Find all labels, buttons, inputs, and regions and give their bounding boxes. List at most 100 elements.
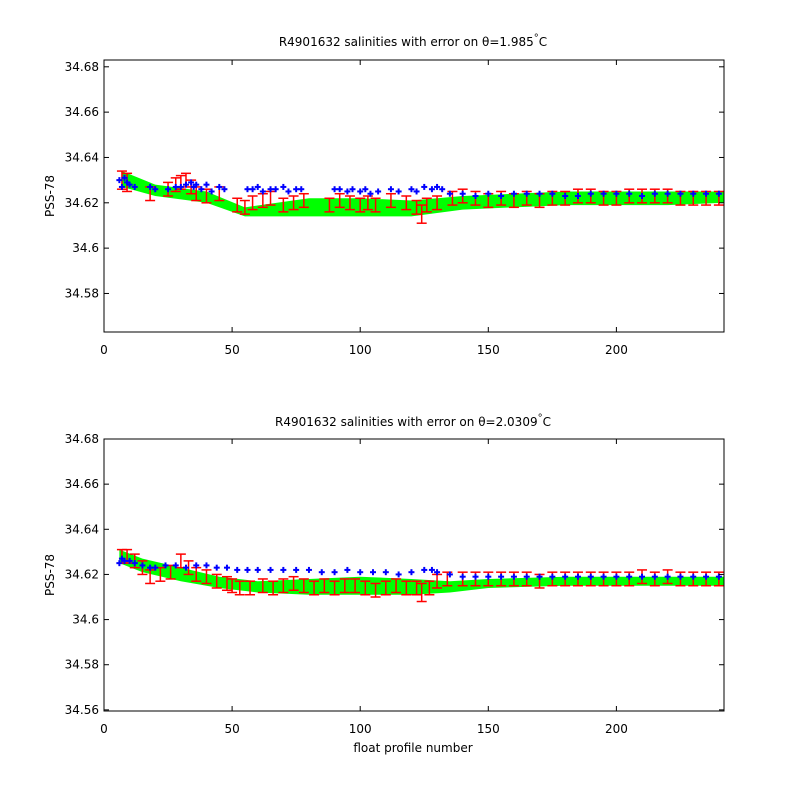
top-chart-calibrated-point — [385, 192, 396, 209]
top-chart-calibrated-point — [298, 192, 309, 209]
top-chart-float-point — [331, 186, 338, 193]
bottom-chart-calibrated-point — [234, 580, 245, 596]
bottom-chart-y-axis-label: PSS-78 — [43, 554, 57, 596]
bottom-chart-float-point — [344, 566, 351, 573]
bottom-chart-float-point — [172, 562, 179, 569]
bottom-chart-float-point — [213, 564, 220, 571]
top-chart-panel: R4901632 salinities with error on θ=1.98… — [43, 33, 725, 357]
bottom-chart-float-point — [203, 562, 210, 569]
top-chart-float-point — [172, 183, 179, 190]
top-chart-y-tick-label: 34.62 — [65, 196, 99, 210]
top-chart-float-point — [357, 188, 364, 195]
bottom-chart-float-point — [318, 569, 325, 576]
top-chart-float-point — [249, 186, 256, 193]
bottom-chart-float-point — [357, 569, 364, 576]
top-chart-float-point — [510, 190, 517, 197]
top-chart-float-point — [485, 190, 492, 197]
top-chart-float-point — [413, 188, 420, 195]
top-chart-float-point — [147, 183, 154, 190]
bottom-chart-float-point — [126, 557, 133, 564]
top-chart-float-point — [375, 188, 382, 195]
top-chart-float-point — [116, 177, 123, 184]
top-chart-float-point — [446, 190, 453, 197]
top-chart-float-point — [562, 193, 569, 199]
top-chart-float-point — [118, 183, 125, 190]
top-chart-float-point — [459, 190, 466, 197]
top-chart-float-point — [152, 186, 159, 193]
bottom-chart-float-point — [677, 573, 684, 580]
top-chart-float-point — [472, 193, 479, 199]
bottom-chart-calibrated-point — [391, 578, 402, 594]
bottom-chart-x-tick-label: 50 — [224, 722, 239, 736]
top-chart-float-point — [344, 188, 351, 195]
bottom-chart-float-point — [485, 573, 492, 580]
top-chart-float-point — [651, 190, 658, 197]
top-chart-float-point — [434, 183, 441, 190]
top-chart-float-point — [336, 186, 343, 193]
top-chart-calibrated-point — [432, 195, 443, 211]
bottom-chart-calibrated-point — [211, 573, 222, 589]
top-chart-float-point — [272, 186, 279, 193]
bottom-chart-calibrated-point — [268, 580, 279, 596]
bottom-chart-calibrated-point — [339, 578, 350, 594]
top-chart-float-point — [293, 186, 300, 193]
bottom-chart-x-tick-label: 150 — [477, 722, 500, 736]
top-chart-calibrated-point — [324, 197, 335, 213]
bottom-chart-float-point — [651, 573, 658, 580]
top-chart-float-point — [198, 186, 205, 193]
top-chart-float-point — [298, 186, 305, 193]
top-chart-float-point — [639, 193, 646, 199]
bottom-chart-float-point — [193, 562, 200, 569]
top-chart-calibrated-point — [288, 195, 299, 211]
bottom-chart-calibrated-point — [350, 578, 361, 594]
top-chart-float-point — [408, 186, 415, 193]
top-chart-x-tick-label: 0 — [100, 343, 108, 357]
top-chart-y-tick-label: 34.66 — [65, 105, 99, 119]
bottom-chart-x-tick-label: 100 — [349, 722, 372, 736]
top-chart-y-axis-label: PSS-78 — [43, 175, 57, 217]
top-chart-float-point — [690, 190, 697, 197]
bottom-chart-calibrated-point — [319, 578, 330, 594]
top-chart-float-point — [216, 183, 223, 190]
bottom-chart-float-point — [498, 573, 505, 580]
bottom-chart-float-point — [116, 560, 123, 567]
bottom-chart-float-point — [139, 562, 146, 569]
top-chart-calibrated-point — [232, 197, 243, 213]
top-chart-calibrated-point — [411, 199, 422, 215]
bottom-chart-calibrated-point — [288, 575, 299, 591]
top-chart-float-point — [244, 186, 251, 193]
bottom-chart-title: R4901632 salinities with error on θ=2.03… — [275, 413, 551, 429]
top-chart-float-point — [574, 193, 581, 199]
bottom-chart-x-axis-label: float profile number — [353, 741, 472, 755]
top-chart-float-point — [600, 190, 607, 197]
top-chart-float-point — [285, 188, 292, 195]
top-chart-calibrated-point — [416, 204, 427, 224]
bottom-chart-y-tick-label: 34.68 — [65, 432, 99, 446]
top-chart-calibrated-point — [334, 192, 345, 209]
bottom-chart-float-point — [382, 569, 389, 576]
bottom-chart-y-tick-label: 34.58 — [65, 658, 99, 672]
top-chart-float-point — [367, 190, 374, 197]
bottom-chart-float-point — [664, 573, 671, 580]
top-chart-float-point — [421, 183, 428, 190]
bottom-chart-calibrated-point — [278, 578, 289, 594]
bottom-chart-calibrated-point — [221, 575, 232, 591]
bottom-chart-x-tick-label: 0 — [100, 722, 108, 736]
bottom-chart-float-point — [690, 573, 697, 580]
bottom-chart-y-tick-label: 34.6 — [72, 613, 99, 627]
top-chart-float-point — [536, 190, 543, 197]
bottom-chart-calibrated-point — [380, 580, 391, 596]
top-chart-float-point — [387, 186, 394, 193]
top-chart-float-point — [498, 193, 505, 199]
bottom-chart-float-point — [639, 573, 646, 580]
top-chart-float-point — [267, 186, 274, 193]
bottom-chart-float-point — [703, 573, 710, 580]
bottom-chart-float-point — [131, 560, 138, 567]
top-chart-float-point — [362, 186, 369, 193]
top-chart-calibrated-point — [421, 197, 432, 213]
top-chart-float-point — [523, 190, 530, 197]
bottom-chart-float-point — [715, 573, 722, 580]
bottom-chart-float-point — [395, 571, 402, 578]
top-chart-float-point — [395, 188, 402, 195]
